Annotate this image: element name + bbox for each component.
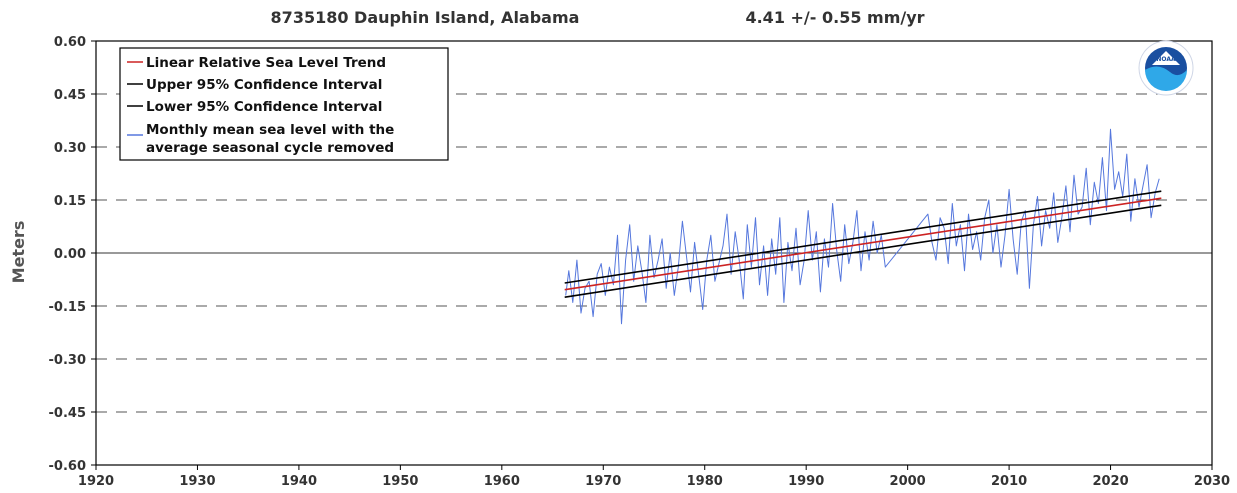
y-tick-label: 0.30	[54, 141, 86, 156]
y-axis-label: Meters	[9, 221, 28, 284]
trend-line	[564, 197, 1162, 291]
x-tick-label: 1950	[382, 474, 418, 489]
x-tick-label: 1970	[585, 474, 621, 489]
y-tick-label: -0.30	[49, 353, 86, 368]
x-tick-label: 1960	[484, 474, 520, 489]
legend-label-trend: Linear Relative Sea Level Trend	[146, 55, 386, 71]
y-tick-label: -0.15	[49, 300, 86, 315]
legend-label-monthly-line2: average seasonal cycle removed	[146, 140, 394, 156]
y-tick-label: 0.15	[54, 194, 86, 209]
noaa-logo: NOAA	[1138, 40, 1194, 96]
y-tick-label: 0.60	[54, 35, 86, 50]
plot-series	[564, 128, 1162, 325]
legend-label-lower: Lower 95% Confidence Interval	[146, 99, 382, 115]
chart-title: 8735180 Dauphin Island, Alabama	[271, 8, 580, 27]
plot-frame	[95, 40, 1213, 466]
legend-label-upper: Upper 95% Confidence Interval	[146, 77, 382, 93]
y-tick-label: 0.45	[54, 88, 86, 103]
legend: Linear Relative Sea Level Trend Upper 95…	[119, 47, 449, 161]
x-tick-label: 2010	[991, 474, 1027, 489]
x-tick-label: 2000	[890, 474, 926, 489]
legend-label-monthly-line1: Monthly mean sea level with the	[146, 122, 394, 138]
legend-box	[119, 47, 449, 161]
x-tick-label: 1980	[687, 474, 723, 489]
lower-ci-line	[564, 204, 1162, 298]
x-tick-label: 1920	[78, 474, 114, 489]
x-axis-ticks: 1920 1930 1940 1950 1960 1970 1980 1990 2000 2010…	[78, 465, 1230, 489]
x-tick-label: 1940	[281, 474, 317, 489]
y-axis-ticks: 0.60 0.45 0.30 0.15 0.00 -0.15 -0.30 -0.45 -0.60	[49, 35, 96, 474]
y-tick-label: -0.60	[49, 459, 86, 474]
x-tick-label: 1930	[179, 474, 215, 489]
noaa-logo-text: NOAA	[1156, 56, 1176, 63]
x-tick-label: 2030	[1194, 474, 1230, 489]
x-tick-label: 1990	[788, 474, 824, 489]
x-tick-label: 2020	[1092, 474, 1128, 489]
y-tick-label: -0.45	[49, 406, 86, 421]
upper-ci-line	[564, 190, 1162, 284]
monthly-mean-line	[565, 128, 1160, 325]
trend-rate-label: 4.41 +/- 0.55 mm/yr	[745, 8, 924, 27]
y-tick-label: 0.00	[54, 247, 86, 262]
